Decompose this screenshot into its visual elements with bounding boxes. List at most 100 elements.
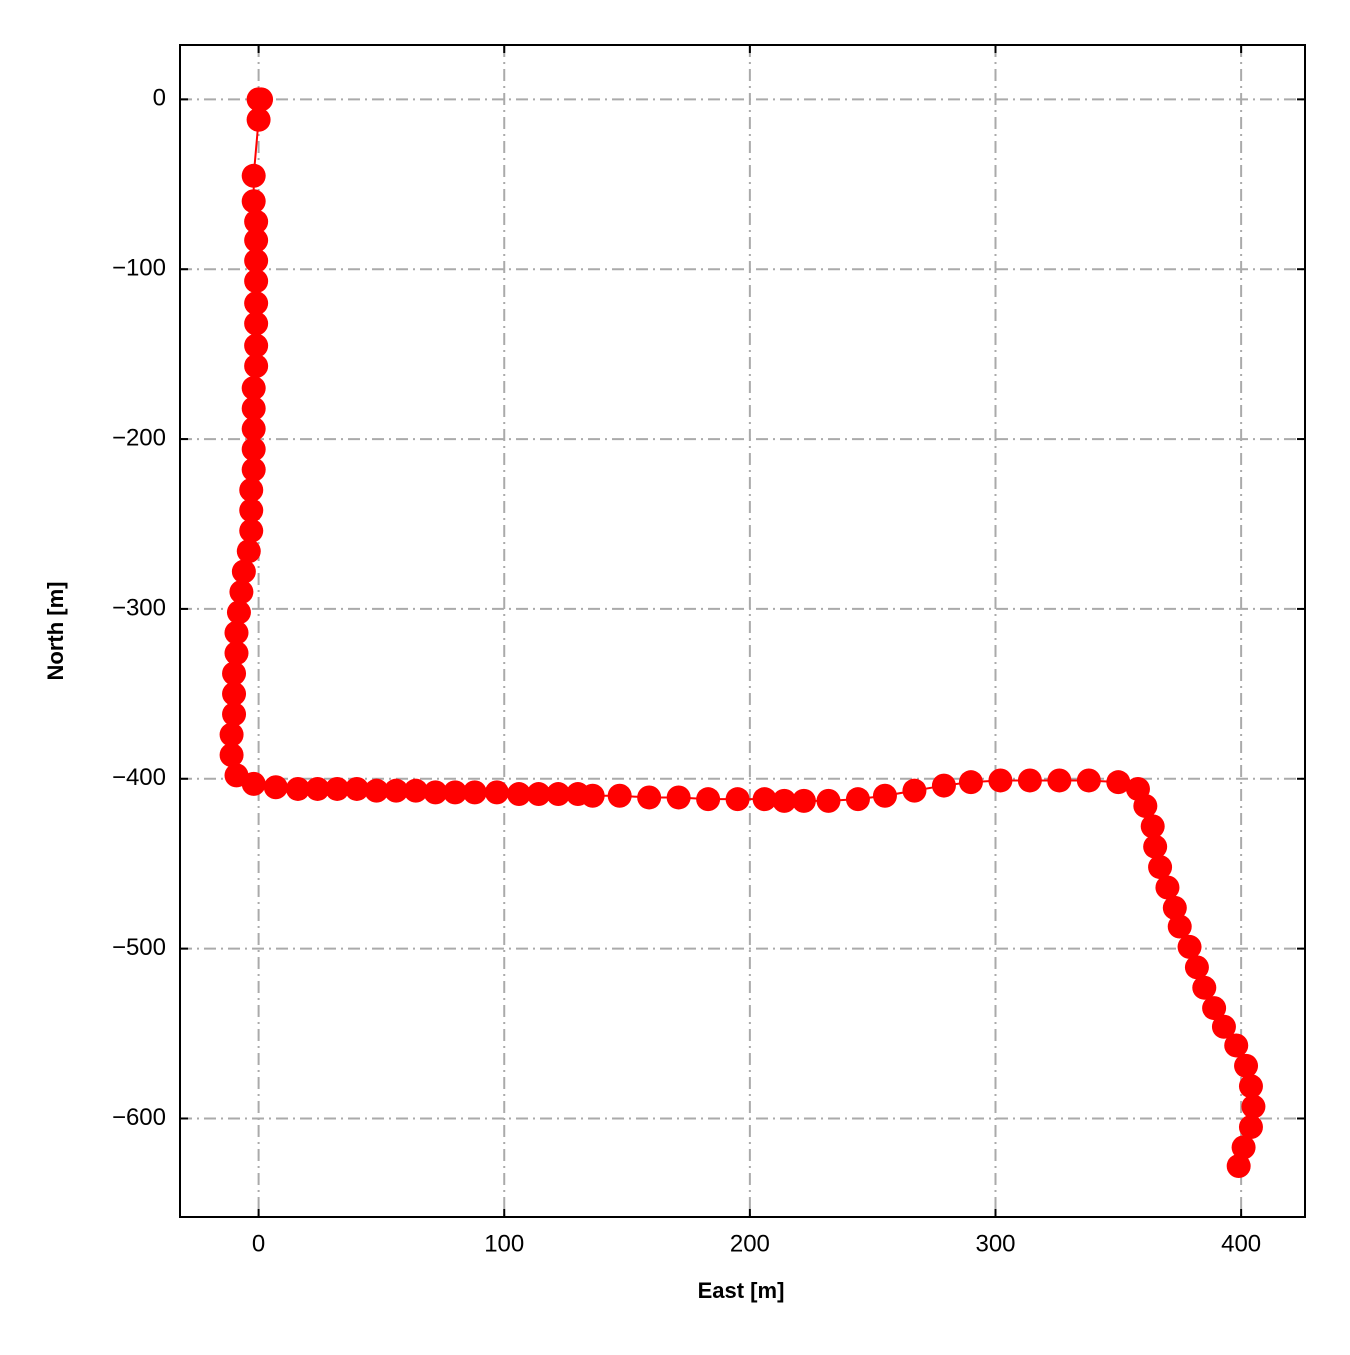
marker [1241,1094,1266,1119]
marker [1106,770,1131,795]
x-tick-label: 200 [730,1230,770,1257]
marker [403,778,428,803]
marker [229,579,254,604]
marker [249,87,274,112]
marker [344,776,369,801]
marker [1017,768,1042,793]
marker [988,768,1013,793]
marker [244,311,269,336]
marker [222,681,247,706]
marker [236,539,261,564]
marker [263,775,288,800]
marker [239,498,264,523]
marker [231,559,256,584]
marker [244,209,269,234]
y-tick-label: −300 [112,594,166,621]
marker [526,782,551,807]
marker [244,269,269,294]
marker [222,661,247,686]
marker [1202,996,1227,1021]
marker [1076,768,1101,793]
marker [637,785,662,810]
marker [1226,1154,1251,1179]
marker [226,600,251,625]
marker [241,416,266,441]
x-tick-label: 400 [1221,1230,1261,1257]
marker [1192,975,1217,1000]
x-axis-label: East [m] [698,1278,785,1303]
marker [443,780,468,805]
marker [1140,814,1165,839]
marker [607,783,632,808]
marker [1238,1114,1263,1139]
marker [241,457,266,482]
marker [816,788,841,813]
marker [244,228,269,253]
x-tick-label: 100 [484,1230,524,1257]
marker [958,770,983,795]
marker [1133,793,1158,818]
y-tick-label: −200 [112,424,166,451]
y-axis-label: North [m] [43,582,68,681]
marker [239,478,264,503]
marker [241,437,266,462]
marker [244,354,269,379]
marker [244,333,269,358]
marker [241,396,266,421]
marker [1238,1074,1263,1099]
marker [222,702,247,727]
marker [1184,955,1209,980]
marker [1155,875,1180,900]
marker [1211,1014,1236,1039]
marker [423,780,448,805]
x-tick-label: 300 [975,1230,1015,1257]
marker [872,783,897,808]
marker [752,787,777,812]
marker [546,782,571,807]
marker [241,163,266,188]
marker [224,641,249,666]
marker [506,782,531,807]
y-tick-label: −500 [112,934,166,961]
marker [1148,855,1173,880]
marker [462,780,487,805]
marker [1234,1053,1259,1078]
marker [1162,895,1187,920]
marker [384,778,409,803]
marker [305,776,330,801]
marker [241,189,266,214]
marker [244,291,269,316]
marker [1177,934,1202,959]
marker [1167,914,1192,939]
marker [484,780,509,805]
y-tick-label: −100 [112,255,166,282]
marker [364,778,389,803]
marker [1047,768,1072,793]
marker [244,248,269,273]
plot-frame [179,44,1306,1218]
marker [772,788,797,813]
marker [580,783,605,808]
marker [241,771,266,796]
marker [791,788,816,813]
marker [1231,1135,1256,1160]
marker [239,518,264,543]
marker [902,778,927,803]
marker [224,620,249,645]
marker [931,773,956,798]
marker [725,787,750,812]
x-tick-label: 0 [252,1230,265,1257]
y-tick-label: −600 [112,1104,166,1131]
marker [696,787,721,812]
y-tick-label: 0 [153,85,166,112]
marker [241,376,266,401]
marker [1143,834,1168,859]
marker [325,776,350,801]
marker [666,785,691,810]
marker [285,776,310,801]
marker [246,107,271,132]
marker [845,787,870,812]
marker [1224,1033,1249,1058]
